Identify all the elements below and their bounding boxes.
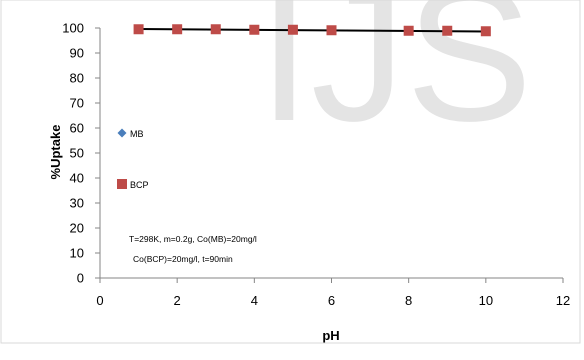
x-tick-label: 8 bbox=[405, 293, 412, 308]
annotation-line-2: Co(BCP)=20mg/l, t=90min bbox=[133, 254, 233, 264]
legend: MB BCP bbox=[117, 128, 149, 190]
x-axis-title: pH bbox=[322, 328, 339, 343]
y-tick-label: 70 bbox=[70, 96, 84, 111]
data-point-bcp bbox=[326, 25, 337, 36]
data-point-bcp bbox=[480, 26, 491, 37]
y-tick-label: 90 bbox=[70, 46, 84, 61]
x-tick-label: 12 bbox=[556, 293, 570, 308]
data-point-bcp bbox=[133, 24, 144, 35]
y-tick-label: 0 bbox=[77, 271, 84, 286]
legend-label-mb: MB bbox=[130, 129, 144, 139]
data-marks bbox=[133, 24, 491, 37]
legend-label-bcp: BCP bbox=[130, 180, 149, 190]
data-point-bcp bbox=[172, 24, 183, 35]
y-axis-title: %Uptake bbox=[48, 125, 63, 180]
chart-frame bbox=[0, 0, 581, 344]
legend-marker-bcp bbox=[117, 179, 127, 189]
y-tick-label: 30 bbox=[70, 196, 84, 211]
x-tick-label: 10 bbox=[479, 293, 493, 308]
trendline-group bbox=[138, 28, 486, 33]
data-point-bcp bbox=[249, 24, 260, 35]
data-point-bcp bbox=[210, 24, 221, 35]
y-tick-label: 40 bbox=[70, 171, 84, 186]
x-tick-label: 6 bbox=[328, 293, 335, 308]
y-tick-label: 80 bbox=[70, 71, 84, 86]
axes: 0 10 20 30 40 50 60 70 80 90 100 0 2 4 6 8 10 12 bbox=[62, 21, 570, 309]
data-point-bcp bbox=[442, 25, 453, 36]
y-tick-label: 20 bbox=[70, 221, 84, 236]
trendline bbox=[138, 28, 486, 33]
annotation-line-1: T=298K, m=0.2g, Co(MB)=20mg/l bbox=[129, 234, 257, 244]
watermark-text: IJS bbox=[258, 0, 533, 161]
x-tick-label: 0 bbox=[96, 293, 103, 308]
y-tick-label: 10 bbox=[70, 246, 84, 261]
data-point-bcp bbox=[287, 24, 298, 35]
y-tick-label: 100 bbox=[62, 21, 84, 36]
data-point-bcp bbox=[403, 25, 414, 36]
y-tick-label: 60 bbox=[70, 121, 84, 136]
x-tick-label: 2 bbox=[174, 293, 181, 308]
legend-marker-mb bbox=[117, 128, 127, 138]
y-tick-label: 50 bbox=[70, 146, 84, 161]
x-tick-label: 4 bbox=[251, 293, 258, 308]
